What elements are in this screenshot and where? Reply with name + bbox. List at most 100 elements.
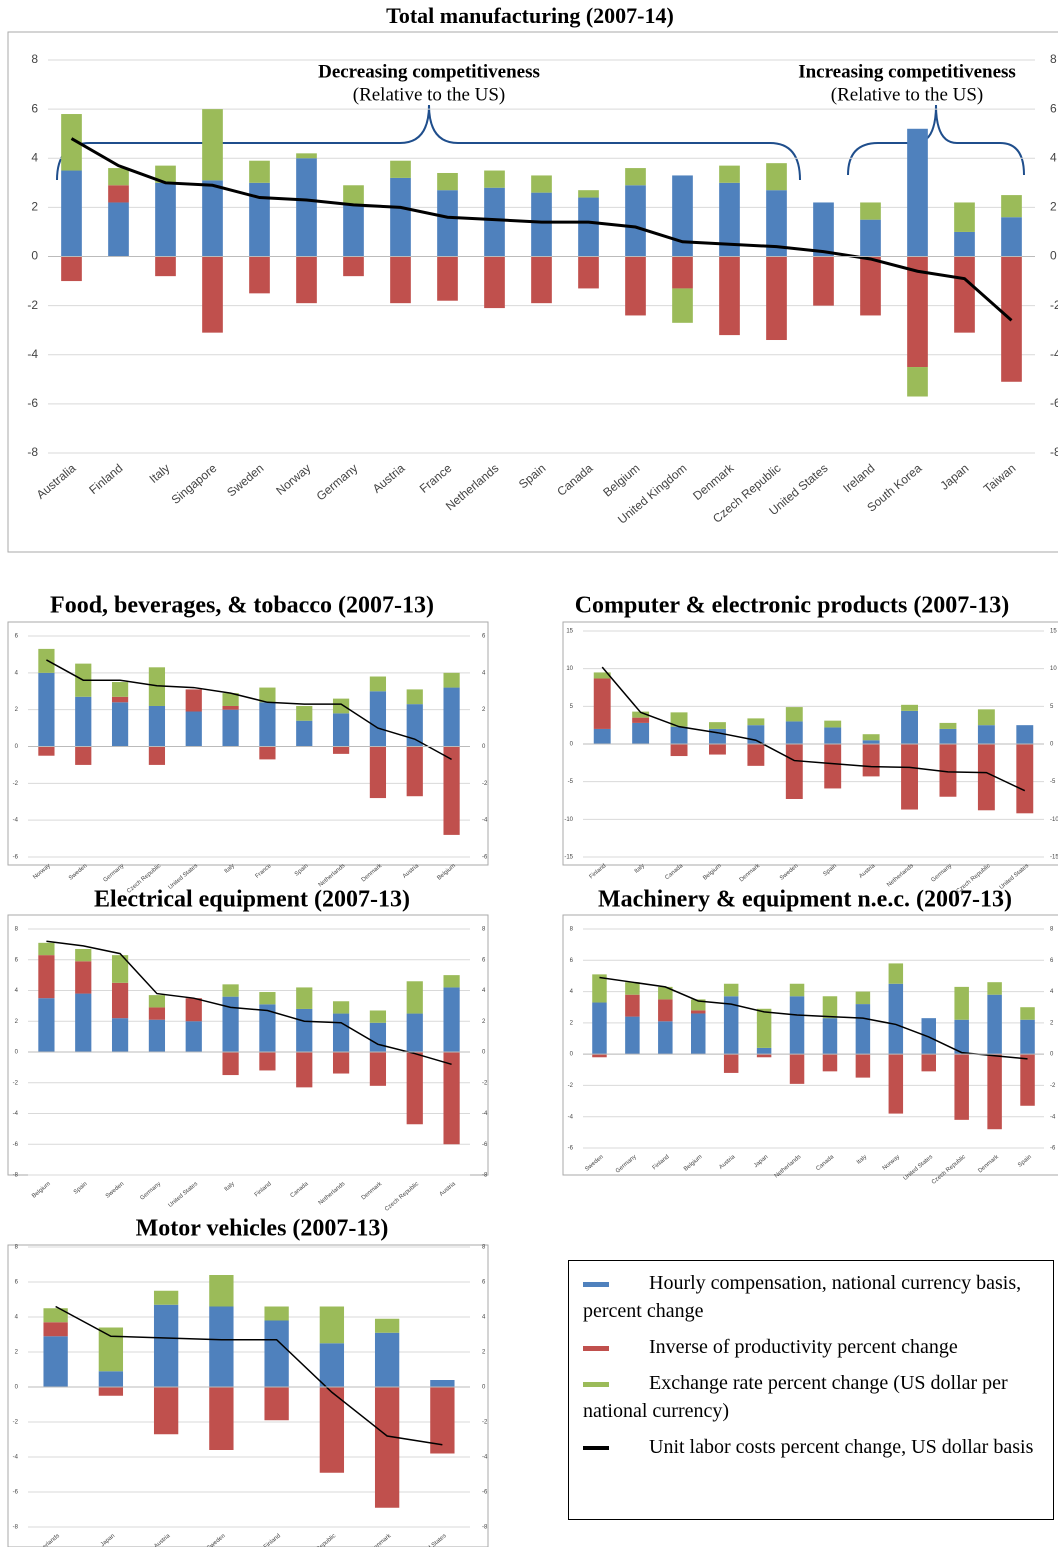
bar xyxy=(38,998,55,1052)
bar xyxy=(222,705,239,710)
bar xyxy=(343,256,364,277)
x-tick-label: Canada xyxy=(554,461,595,499)
bar xyxy=(111,1018,129,1052)
annotation: Decreasing competitiveness xyxy=(318,61,540,82)
y2-tick-label: 6 xyxy=(482,634,486,640)
y2-tick-label: -2 xyxy=(482,1080,488,1086)
x-tick-label: Canada xyxy=(815,1154,835,1173)
x-tick-label: Sweden xyxy=(105,1181,125,1200)
bar xyxy=(443,975,460,988)
bar xyxy=(332,1001,350,1014)
bar xyxy=(531,192,552,257)
x-tick-label: Denmark xyxy=(739,863,762,884)
bar xyxy=(907,367,928,397)
bar xyxy=(578,197,599,257)
bar xyxy=(443,987,460,1052)
bar xyxy=(185,689,202,712)
bar xyxy=(369,1010,387,1023)
x-tick-label: Austria xyxy=(370,461,408,496)
y-tick-label: 6 xyxy=(570,958,574,964)
bar xyxy=(319,1306,345,1344)
bar xyxy=(43,1336,68,1387)
bar xyxy=(691,999,706,1011)
x-tick-label: Italy xyxy=(147,461,173,486)
bar xyxy=(222,984,239,997)
bar xyxy=(437,190,458,257)
y-tick-label: 0 xyxy=(15,1385,19,1391)
bar xyxy=(406,981,423,1014)
bar xyxy=(249,256,270,294)
bar xyxy=(785,707,803,722)
bar xyxy=(747,718,765,726)
bar xyxy=(1016,725,1034,744)
bar xyxy=(153,1387,179,1435)
x-tick-label: Sweden xyxy=(206,1533,226,1547)
annotation-sub: (Relative to the US) xyxy=(353,84,506,105)
bar xyxy=(907,256,928,368)
x-tick-label: Belgium xyxy=(600,461,642,500)
bar xyxy=(259,746,276,760)
bar xyxy=(723,1054,739,1073)
bar xyxy=(709,722,726,729)
legend-label: Exchange rate percent change (US dollar … xyxy=(583,1372,1008,1422)
bar xyxy=(296,987,313,1009)
bar xyxy=(98,1327,124,1372)
y-tick-label: 0 xyxy=(31,249,38,263)
bar xyxy=(111,696,129,703)
line xyxy=(46,659,452,761)
x-tick-label: Netherlands xyxy=(32,1533,61,1547)
y2-tick-label: 2 xyxy=(482,1019,486,1025)
bar xyxy=(901,744,918,810)
bar xyxy=(954,986,969,1020)
bar xyxy=(209,1387,234,1450)
bar xyxy=(343,204,364,257)
x-tick-label: Austria xyxy=(718,1154,737,1171)
y-tick-label: -6 xyxy=(13,855,19,861)
bar xyxy=(369,676,387,692)
x-tick-label: Denmark xyxy=(690,460,737,503)
y-tick-label: -6 xyxy=(27,396,38,410)
x-tick-label: Germany xyxy=(139,1181,162,1201)
bar xyxy=(824,720,842,728)
y-tick-label: 6 xyxy=(15,634,19,640)
bar xyxy=(987,1054,1002,1130)
bar xyxy=(153,1304,179,1387)
x-tick-label: Sweden xyxy=(779,863,799,882)
bar xyxy=(202,109,223,181)
bar xyxy=(625,168,646,186)
legend-swatch xyxy=(583,1381,609,1387)
y-tick-label: 2 xyxy=(31,200,38,214)
x-tick-label: Sweden xyxy=(68,863,88,882)
bar xyxy=(593,728,611,744)
bar xyxy=(658,1021,673,1055)
y2-tick-label: 15 xyxy=(1050,629,1057,635)
x-tick-label: Germany xyxy=(103,863,126,883)
chart-frame xyxy=(7,1244,489,1547)
x-tick-label: Spain xyxy=(1017,1154,1033,1168)
brace xyxy=(847,104,1025,176)
x-tick-label: Belgium xyxy=(31,1181,51,1200)
y2-tick-label: 2 xyxy=(482,1350,486,1356)
bar xyxy=(332,1052,350,1074)
y-tick-label: 2 xyxy=(15,1019,19,1025)
bar xyxy=(658,986,673,1000)
x-tick-label: Italy xyxy=(856,1154,868,1166)
bar xyxy=(860,219,881,257)
x-tick-label: Norway xyxy=(32,863,51,881)
bar xyxy=(939,744,957,797)
legend-item: Unit labor costs percent change, US doll… xyxy=(583,1433,1053,1461)
chart-title: Machinery & equipment n.e.c. (2007-13) xyxy=(598,887,1012,913)
bar xyxy=(61,256,82,282)
y2-tick-label: 8 xyxy=(482,1245,486,1251)
bar xyxy=(38,648,55,673)
bar xyxy=(296,720,313,747)
y-tick-label: -10 xyxy=(564,817,573,823)
bar xyxy=(860,256,881,316)
bar xyxy=(108,185,129,203)
bar xyxy=(332,1013,350,1052)
x-tick-label: Denmark xyxy=(370,1533,393,1547)
legend-label: Hourly compensation, national currency b… xyxy=(583,1272,1022,1322)
bar xyxy=(593,678,611,729)
legend-item: Exchange rate percent change (US dollar … xyxy=(583,1369,1053,1425)
